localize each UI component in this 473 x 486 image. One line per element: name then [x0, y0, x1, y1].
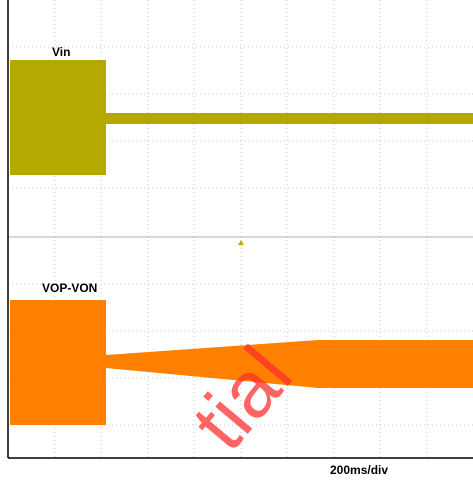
trace-label: VOP-VON — [42, 281, 97, 295]
vop-von-trace — [10, 300, 473, 425]
vop-von-ramp — [106, 340, 473, 388]
vin-burst — [10, 60, 106, 175]
vin-trace — [10, 60, 473, 175]
vin-steady — [106, 113, 473, 124]
timebase-box — [312, 459, 422, 481]
trace-label: Vin — [52, 45, 70, 59]
trigger-marker — [238, 240, 244, 245]
timebase-label: 200ms/div — [330, 463, 388, 477]
vop-von-burst — [10, 300, 106, 425]
